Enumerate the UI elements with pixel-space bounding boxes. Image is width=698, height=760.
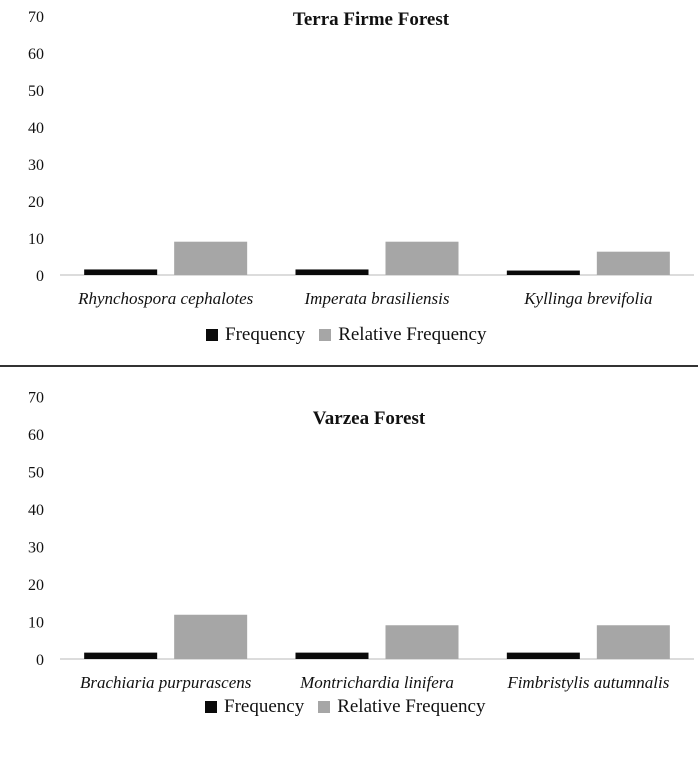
chart-title: Terra Firme Forest (292, 9, 450, 30)
bar-relative-frequency (385, 241, 459, 275)
y-tick-label: 10 (28, 231, 44, 248)
y-tick-label: 40 (28, 502, 44, 519)
legend-item-relative-frequency: Relative Frequency (319, 324, 486, 346)
chart-terra-firme: Terra Firme Forest 0 10 20 30 40 50 60 70 Rhynch… (0, 0, 698, 372)
bar-relative-frequency (596, 251, 670, 275)
bar-relative-frequency (596, 625, 670, 659)
bar-frequency (506, 652, 580, 659)
bar-relative-frequency (174, 614, 248, 659)
legend-item-frequency: Frequency (205, 696, 304, 718)
legend-label-relative-frequency: Relative Frequency (338, 324, 487, 345)
y-tick-label: 20 (28, 194, 44, 211)
bar-frequency (84, 652, 158, 659)
y-tick-label: 20 (28, 577, 44, 594)
y-tick-label: 40 (28, 120, 44, 137)
bar-frequency (295, 652, 369, 659)
y-tick-label: 0 (36, 268, 44, 285)
x-category-label: Imperata brasiliensis (304, 289, 450, 308)
x-category-label: Montrichardia linifera (299, 673, 454, 692)
y-tick-label: 70 (28, 9, 44, 26)
y-tick-label: 0 (36, 652, 44, 669)
y-tick-label: 60 (28, 46, 44, 63)
legend-swatch-relative-frequency (319, 329, 332, 341)
legend-label-frequency: Frequency (225, 324, 306, 345)
chart-legend: Frequency Relative Frequency (206, 324, 500, 346)
chart-plot-area: 0 10 20 30 40 50 60 70 Rhynchospora cephalotes Im… (28, 9, 694, 308)
chart-legend: Frequency Relative Frequency (205, 696, 499, 718)
y-tick-label: 10 (28, 615, 44, 632)
x-category-label: Brachiaria purpurascens (80, 673, 252, 692)
x-category-label: Fimbristylis autumnalis (506, 673, 669, 692)
y-tick-label: 30 (28, 157, 44, 174)
legend-swatch-relative-frequency (318, 701, 331, 713)
legend-item-frequency: Frequency (206, 324, 305, 346)
y-tick-label: 60 (28, 427, 44, 444)
y-tick-label: 30 (28, 540, 44, 557)
panel-divider (0, 365, 698, 367)
legend-swatch-frequency (206, 329, 218, 341)
legend-label-frequency: Frequency (224, 696, 305, 717)
x-category-label: Kyllinga brevifolia (523, 289, 652, 308)
chart-plot-area: 0 10 20 30 40 50 60 70 Brachiaria purpurascens Mo… (28, 390, 694, 692)
chart-varzea: Varzea Forest 0 10 20 30 40 50 60 70 Brachiaria … (0, 380, 698, 760)
bar-frequency (295, 269, 369, 275)
bar-relative-frequency (385, 625, 459, 659)
bar-relative-frequency (174, 241, 248, 275)
chart-title: Varzea Forest (312, 408, 426, 429)
legend-item-relative-frequency: Relative Frequency (318, 696, 485, 718)
y-tick-label: 70 (28, 390, 44, 407)
legend-label-relative-frequency: Relative Frequency (337, 696, 486, 717)
bar-frequency (506, 270, 580, 275)
bar-frequency (84, 269, 158, 275)
y-tick-label: 50 (28, 83, 44, 100)
legend-swatch-frequency (205, 701, 217, 713)
x-category-label: Rhynchospora cephalotes (77, 289, 254, 308)
y-tick-label: 50 (28, 465, 44, 482)
